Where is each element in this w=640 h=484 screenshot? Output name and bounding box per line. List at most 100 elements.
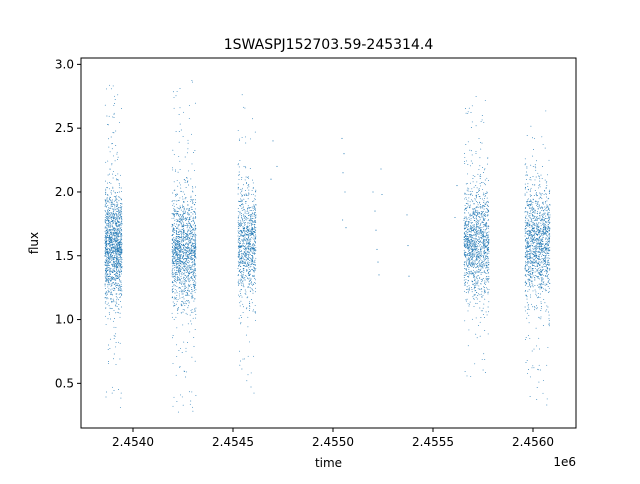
data-point (242, 252, 244, 254)
data-point (194, 240, 196, 242)
data-point (483, 242, 485, 244)
data-point (189, 223, 191, 225)
data-point (118, 229, 120, 231)
data-point (108, 222, 110, 224)
data-point (105, 202, 107, 204)
data-point (189, 217, 191, 219)
data-point (470, 227, 472, 229)
data-point (248, 259, 250, 260)
data-point (192, 252, 194, 254)
data-point (484, 282, 486, 284)
data-point (245, 239, 246, 241)
data-point (487, 265, 488, 267)
data-point (176, 278, 178, 280)
data-point (191, 199, 193, 201)
data-point (478, 220, 480, 222)
data-point (113, 251, 115, 253)
data-point (120, 218, 122, 220)
data-point (109, 259, 110, 261)
data-point (481, 216, 483, 218)
data-point (474, 284, 476, 286)
data-point (239, 280, 241, 282)
data-point (108, 237, 110, 239)
data-point (105, 251, 107, 253)
data-point (108, 210, 110, 212)
data-point (464, 163, 466, 165)
data-point (183, 269, 185, 271)
data-point (250, 138, 252, 140)
data-point (470, 235, 472, 237)
data-point (475, 239, 477, 241)
data-point (106, 213, 108, 215)
data-point (466, 269, 468, 271)
data-point (242, 236, 244, 238)
data-point (178, 199, 180, 201)
data-point (192, 254, 193, 256)
data-point (178, 270, 180, 271)
data-point (111, 206, 113, 207)
data-point (476, 255, 477, 257)
data-point (254, 217, 256, 219)
data-point (115, 276, 117, 278)
data-point (175, 282, 177, 284)
data-point (481, 245, 482, 247)
data-point (112, 301, 113, 303)
data-point (116, 201, 118, 203)
data-point (254, 226, 255, 228)
data-point (104, 264, 106, 266)
data-point (251, 213, 253, 215)
data-point (477, 259, 479, 261)
data-point (473, 263, 475, 265)
data-point (464, 254, 466, 256)
data-point (184, 252, 186, 254)
data-point (114, 196, 116, 198)
data-point (192, 243, 194, 245)
data-point (239, 174, 240, 176)
data-point (117, 252, 119, 254)
data-point (113, 254, 115, 256)
data-point (479, 256, 481, 258)
data-point (187, 276, 189, 278)
data-point (105, 253, 107, 255)
data-point (172, 260, 174, 262)
data-point (465, 207, 467, 209)
data-point (242, 220, 244, 222)
data-point (177, 231, 179, 233)
data-point (472, 269, 474, 271)
data-point (477, 248, 479, 250)
data-point (480, 236, 482, 238)
data-point (241, 277, 243, 278)
data-point (180, 190, 182, 192)
data-point (109, 235, 111, 236)
data-point (121, 239, 123, 241)
data-point (473, 298, 475, 300)
data-point (237, 164, 239, 166)
data-point (189, 228, 191, 230)
data-point (245, 308, 247, 310)
data-point (478, 270, 480, 272)
data-point (248, 272, 249, 274)
data-point (238, 179, 240, 181)
data-point (250, 386, 252, 388)
data-point (107, 225, 109, 227)
data-point (182, 256, 184, 258)
data-point (116, 287, 118, 288)
data-point (116, 231, 118, 233)
data-point (114, 252, 116, 254)
data-point (172, 271, 174, 273)
data-point (176, 213, 178, 215)
data-point (464, 282, 466, 284)
data-point (176, 280, 178, 282)
data-point (249, 220, 251, 222)
data-point (249, 214, 251, 216)
data-point (246, 239, 248, 241)
data-point (115, 266, 116, 268)
data-point (249, 168, 251, 169)
data-point (191, 237, 193, 239)
data-point (192, 201, 193, 203)
data-point (479, 233, 481, 235)
data-point (467, 237, 469, 239)
data-point (182, 309, 184, 311)
data-point (188, 300, 190, 302)
data-point (178, 216, 180, 217)
